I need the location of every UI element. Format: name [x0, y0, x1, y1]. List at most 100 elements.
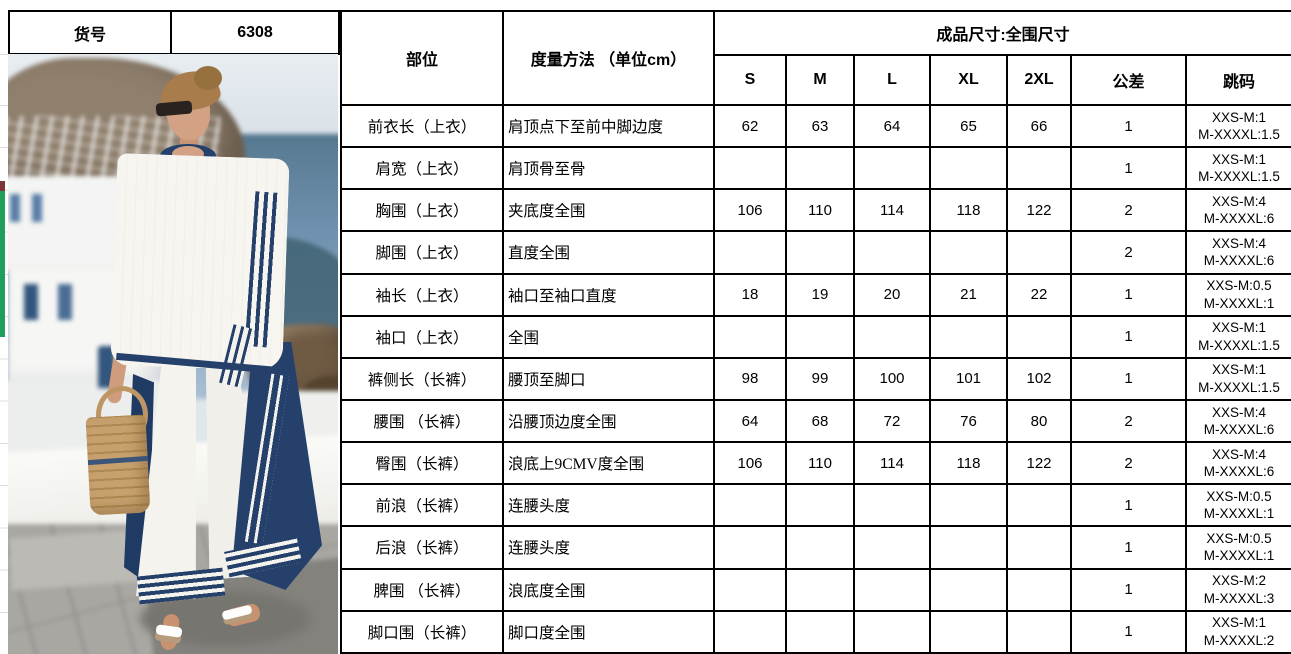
size-value-l: 100: [853, 356, 931, 401]
table-row: 臀围（长裤） 浪底上9CMV度全围 106 110 114 118 122 2 XXS-M:4 M…: [340, 441, 1291, 486]
item-number-label: 货号: [8, 10, 172, 55]
grading-line-1: XXS-M:0.5: [1206, 278, 1272, 294]
part-cell: 袖长（上衣）: [340, 272, 504, 317]
part-column-header: 部位: [340, 10, 504, 106]
grading-value: XXS-M:0.5 M-XXXXL:1: [1184, 272, 1291, 317]
tolerance-value: 1: [1070, 146, 1187, 191]
part-cell: 胸围（上衣）: [340, 188, 504, 233]
size-value-xl: [929, 567, 1008, 612]
size-value-l: 72: [853, 398, 931, 444]
tolerance-value: 1: [1070, 103, 1187, 149]
size-value-2xl: 80: [1006, 398, 1072, 444]
grading-value: XXS-M:1 M-XXXXL:1.5: [1184, 103, 1291, 149]
grading-line-2: M-XXXXL:1: [1203, 506, 1275, 522]
grading-value: XXS-M:4 M-XXXXL:6: [1184, 188, 1291, 233]
table-row: 袖口（上衣） 全围 1 XXS-M:1 M-XXXXL:1.5: [340, 314, 1291, 359]
size-value-l: [853, 567, 931, 612]
method-cell: 脚口度全围: [502, 609, 715, 654]
method-column-header: 度量方法 （单位cm）: [502, 10, 715, 106]
part-cell: 脚围（上衣）: [340, 230, 504, 275]
tolerance-value: 2: [1070, 398, 1187, 444]
straw-bag-handle: [96, 386, 148, 444]
size-value-2xl: [1006, 314, 1072, 359]
size-value-xl: 101: [929, 356, 1008, 401]
size-value-l: [853, 146, 931, 191]
part-cell: 袖口（上衣）: [340, 314, 504, 359]
size-value-2xl: 102: [1006, 356, 1072, 401]
size-value-s: 64: [713, 398, 787, 444]
part-cell: 臀围（长裤）: [340, 441, 504, 486]
straw-bag: [85, 414, 151, 516]
size-value-xl: [929, 483, 1008, 528]
grading-line-2: M-XXXXL:1.5: [1198, 127, 1280, 143]
grading-value: XXS-M:4 M-XXXXL:6: [1184, 230, 1291, 275]
grading-value: XXS-M:4 M-XXXXL:6: [1184, 398, 1291, 444]
method-cell: 袖口至袖口直度: [502, 272, 715, 317]
table-row: 后浪（长裤） 连腰头度 1 XXS-M:0.5 M-XXXXL:1: [340, 525, 1291, 570]
size-column-2xl: 2XL: [1006, 54, 1072, 106]
part-cell: 后浪（长裤）: [340, 525, 504, 570]
white-building: [8, 176, 122, 271]
tolerance-value: 2: [1070, 230, 1187, 275]
grading-line-2: M-XXXXL:1: [1203, 295, 1275, 311]
tolerance-value: 1: [1070, 609, 1187, 654]
method-cell: 连腰头度: [502, 483, 715, 528]
spreadsheet-gridline: [0, 54, 8, 55]
size-value-m: [785, 483, 855, 528]
size-value-m: [785, 567, 855, 612]
hair-bun: [194, 66, 222, 90]
tolerance-value: 1: [1070, 525, 1187, 570]
part-cell: 脾围 （长裤）: [340, 567, 504, 612]
grading-value: XXS-M:0.5 M-XXXXL:1: [1184, 525, 1291, 570]
item-number-value: 6308: [170, 10, 340, 55]
spreadsheet-gridlines: [0, 105, 8, 654]
grading-line-2: M-XXXXL:1.5: [1198, 379, 1280, 395]
method-cell: 夹底度全围: [502, 188, 715, 233]
grading-line-2: M-XXXXL:6: [1203, 422, 1275, 438]
size-value-m: 63: [785, 103, 855, 149]
size-value-l: [853, 609, 931, 654]
grading-line-1: XXS-M:0.5: [1206, 530, 1272, 546]
size-value-m: [785, 609, 855, 654]
part-cell: 脚口围（长裤）: [340, 609, 504, 654]
size-value-s: [713, 230, 787, 275]
size-value-s: [713, 146, 787, 191]
method-cell: 连腰头度: [502, 525, 715, 570]
table-row: 脚口围（长裤） 脚口度全围 1 XXS-M:1 M-XXXXL:2: [340, 609, 1291, 654]
size-value-l: [853, 525, 931, 570]
size-value-m: 19: [785, 272, 855, 317]
grading-line-2: M-XXXXL:1: [1203, 548, 1275, 564]
size-value-xl: 21: [929, 272, 1008, 317]
tolerance-value: 1: [1070, 483, 1187, 528]
header-row-top: 部位 度量方法 （单位cm） 成品尺寸:全围尺寸: [340, 10, 1291, 106]
size-value-m: 110: [785, 441, 855, 486]
product-photo: [8, 54, 338, 654]
size-value-m: [785, 314, 855, 359]
item-number-table: 货号 6308: [8, 10, 340, 55]
size-value-xl: 76: [929, 398, 1008, 444]
size-value-l: [853, 230, 931, 275]
size-value-s: 106: [713, 441, 787, 486]
size-value-l: [853, 483, 931, 528]
grading-line-2: M-XXXXL:2: [1203, 632, 1275, 648]
grading-line-2: M-XXXXL:6: [1203, 253, 1275, 269]
blue-shutter: [10, 194, 20, 222]
size-value-2xl: 22: [1006, 272, 1072, 317]
size-value-l: 114: [853, 188, 931, 233]
grading-line-1: XXS-M:4: [1212, 446, 1267, 462]
blue-shutter: [32, 194, 42, 222]
table-row: 袖长（上衣） 袖口至袖口直度 18 19 20 21 22 1 XXS-M:0.5 M-XXXXL…: [340, 272, 1291, 317]
part-cell: 前浪（长裤）: [340, 483, 504, 528]
size-value-2xl: 122: [1006, 188, 1072, 233]
size-value-xl: [929, 146, 1008, 191]
size-value-xl: [929, 230, 1008, 275]
grading-line-1: XXS-M:1: [1212, 362, 1267, 378]
finished-size-header: 成品尺寸:全围尺寸: [712, 10, 1291, 56]
row-marker-maroon: [0, 181, 5, 191]
size-value-s: [713, 483, 787, 528]
method-cell: 肩顶骨至骨: [502, 146, 715, 191]
row-marker-green: [0, 191, 5, 337]
size-value-s: [713, 525, 787, 570]
table-row: 前浪（长裤） 连腰头度 1 XXS-M:0.5 M-XXXXL:1: [340, 483, 1291, 528]
grading-value: XXS-M:1 M-XXXXL:1.5: [1184, 356, 1291, 401]
